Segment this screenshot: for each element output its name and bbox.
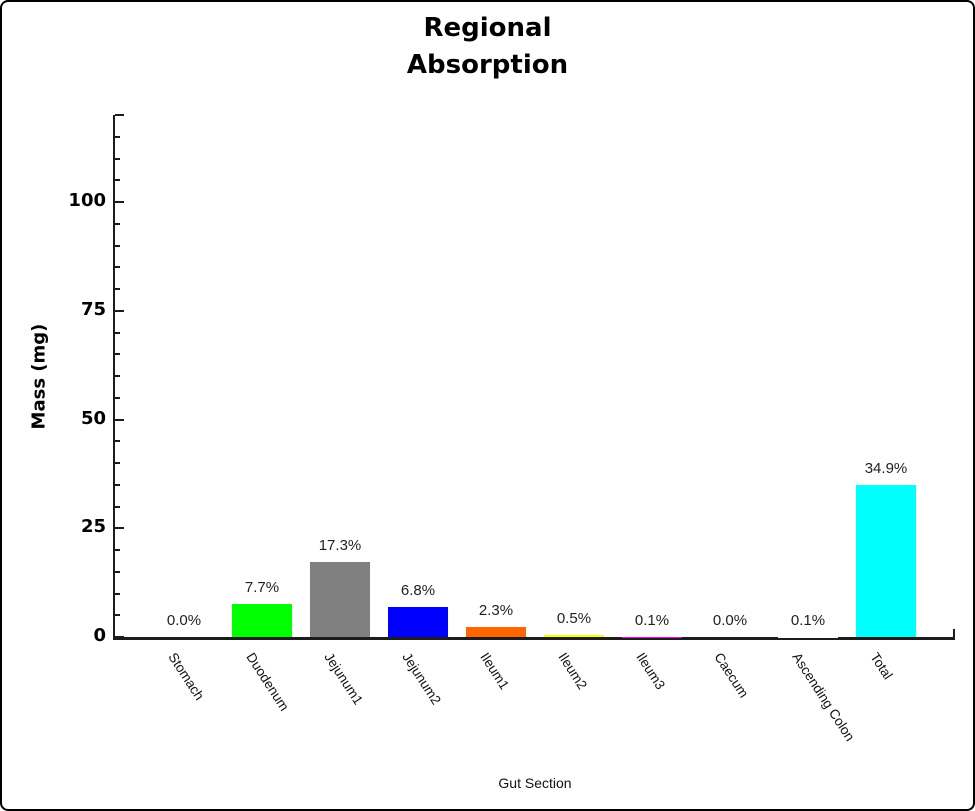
y-minor-tick: [115, 462, 120, 464]
bar-value-label-ascending-colon: 0.1%: [790, 611, 826, 629]
bar-total: [856, 485, 916, 637]
x-cat-label-jejunum1: Jejunum1: [321, 650, 366, 708]
x-cat-label-stomach: Stomach: [165, 650, 208, 703]
y-tick-label: 25: [80, 516, 106, 538]
bar-value-label-jejunum2: 6.8%: [400, 582, 436, 600]
bar-jejunum2: [388, 607, 448, 637]
y-minor-tick: [115, 396, 120, 399]
x-cat-label-duodenum: Duodenum: [243, 650, 292, 714]
y-minor-tick: [115, 222, 120, 225]
y-tick-label: 50: [80, 407, 106, 429]
bar-value-label-jejunum1: 17.3%: [318, 536, 362, 554]
bar-duodenum: [232, 603, 292, 637]
x-cat-label-ascending-colon: Ascending Colon: [789, 650, 858, 744]
y-minor-tick: [115, 179, 120, 182]
y-minor-tick: [115, 353, 120, 356]
bar-ileum1: [466, 626, 526, 637]
y-minor-tick: [115, 440, 120, 443]
y-tick-label: 100: [68, 190, 106, 211]
bar-value-label-duodenum: 7.7%: [244, 578, 280, 596]
y-major-tick: [115, 527, 124, 530]
bar-value-label-total: 34.9%: [864, 460, 908, 478]
bar-value-label-stomach: 0.0%: [166, 612, 202, 629]
y-major-tick: [115, 201, 124, 203]
y-minor-tick: [115, 266, 120, 269]
y-minor-tick: [115, 505, 120, 508]
x-cat-label-total: Total: [867, 650, 896, 683]
x-cat-label-ileum1: Ileum1: [477, 650, 513, 693]
y-tick-label: 0: [93, 625, 106, 646]
x-cat-label-caecum: Caecum: [711, 650, 752, 701]
y-minor-tick: [115, 331, 120, 334]
y-axis-label: Mass (mg): [28, 323, 50, 430]
y-major-tick: [115, 636, 124, 638]
y-minor-tick: [115, 549, 120, 551]
y-minor-tick: [115, 135, 120, 138]
x-axis-end-tick: [953, 629, 955, 637]
x-cat-label-ileum2: Ileum2: [555, 650, 591, 693]
y-axis-end-tick: [115, 114, 124, 116]
y-major-tick: [115, 309, 124, 312]
y-major-tick: [115, 418, 124, 421]
bar-value-label-ileum2: 0.5%: [556, 609, 592, 627]
x-axis-label: Gut Section: [498, 775, 572, 791]
x-axis-line: [113, 637, 955, 640]
y-minor-tick: [115, 483, 120, 486]
y-minor-tick: [115, 244, 120, 247]
bar-value-label-ileum1: 2.3%: [478, 601, 514, 619]
bar-value-label-ileum3: 0.1%: [634, 611, 670, 629]
y-minor-tick: [115, 614, 120, 617]
bar-jejunum1: [310, 561, 370, 637]
x-cat-label-ileum3: Ileum3: [633, 650, 669, 693]
y-axis-line: [113, 115, 115, 640]
y-tick-label: 75: [80, 298, 106, 320]
y-minor-tick: [115, 570, 120, 573]
chart-title: Regional Absorption: [406, 13, 569, 80]
y-minor-tick: [115, 375, 120, 377]
y-minor-tick: [115, 288, 120, 290]
y-minor-tick: [115, 157, 120, 160]
y-minor-tick: [115, 592, 120, 595]
bar-ileum2: [544, 634, 604, 637]
bar-value-label-caecum: 0.0%: [712, 612, 748, 629]
x-cat-label-jejunum2: Jejunum2: [399, 650, 444, 708]
